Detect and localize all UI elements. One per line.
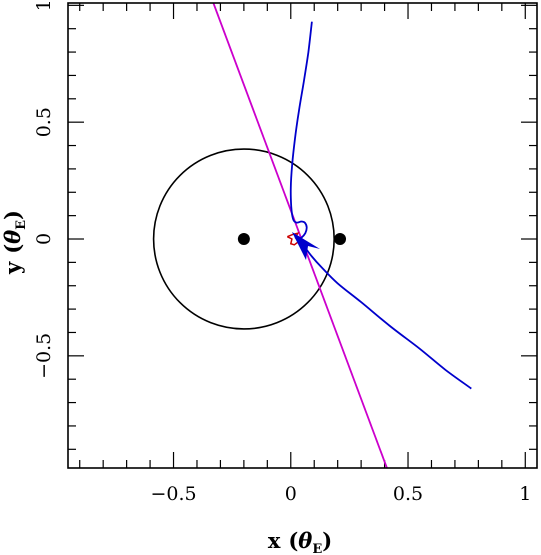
lens-point — [334, 233, 347, 246]
major-ticks — [68, 3, 537, 468]
x-tick-labels: −0.5 0 0.5 1 — [150, 483, 531, 505]
x-axis-label-main: x — [268, 528, 281, 553]
x-tick-label: 0 — [285, 483, 297, 505]
x-axis-label-sub: E — [312, 542, 322, 555]
x-tick-label: 0.5 — [393, 483, 423, 505]
straight-line-layer — [212, 3, 388, 468]
source-marker-layer — [292, 232, 320, 260]
x-tick-label: −0.5 — [150, 483, 196, 505]
y-axis-label-main: y — [0, 261, 25, 275]
straight-line — [212, 3, 388, 468]
trajectory-layer — [289, 21, 472, 390]
x-tick-label: 1 — [519, 483, 531, 505]
lens-layer — [237, 233, 347, 246]
x-axis-label-theta: θ — [298, 528, 312, 553]
y-tick-labels: −0.5 0 0.5 1 — [33, 0, 55, 379]
y-tick-label: 1 — [33, 0, 55, 11]
source-trajectory — [289, 21, 472, 390]
y-tick-label: −0.5 — [33, 333, 55, 379]
y-tick-label: 0 — [33, 233, 55, 245]
x-axis-label: x (θE) — [268, 528, 332, 555]
plot-frame — [67, 2, 538, 469]
y-axis-label-sub: E — [14, 220, 29, 230]
y-axis-label-theta: θ — [0, 230, 25, 244]
lens-point — [237, 233, 250, 246]
y-axis-label: y(θE) — [0, 210, 29, 275]
y-tick-label: 0.5 — [33, 107, 55, 137]
source-arrow-marker — [292, 232, 320, 260]
plot-area — [152, 3, 472, 468]
